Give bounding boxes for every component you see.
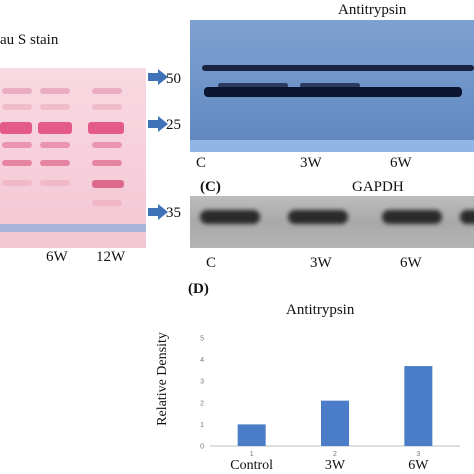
antitrypsin-lane-label-3w: 3W <box>300 155 322 171</box>
chart-y-tick-label: 4 <box>200 357 204 364</box>
ponceau-lane-label-12w: 12W <box>96 249 126 265</box>
ponceau-blot-image <box>0 68 146 248</box>
gapdh-lane-label-6w: 6W <box>400 255 422 271</box>
chart-bar-control <box>237 424 266 446</box>
antitrypsin-blot-image <box>190 20 474 152</box>
marker-label-25: 25 <box>166 117 181 133</box>
marker-arrow-35-icon <box>148 204 168 220</box>
marker-label-50: 50 <box>166 71 181 87</box>
marker-arrow-25-icon <box>148 116 168 132</box>
gapdh-blot-image <box>190 196 474 248</box>
gapdh-blot-title: GAPDH <box>352 179 404 195</box>
chart-title: Antitrypsin <box>286 302 355 318</box>
gapdh-lane-label-c: C <box>206 255 217 271</box>
chart-x-tick-number: 1 <box>250 451 254 458</box>
chart-y-tick-label: 5 <box>200 336 204 343</box>
chart-y-tick-label: 3 <box>200 379 204 386</box>
ponceau-lane-label-6w: 6W <box>46 249 68 265</box>
panel-d-letter: (D) <box>188 281 209 297</box>
marker-arrow-50-icon <box>148 69 168 85</box>
chart-y-axis-label: Relative Density <box>154 332 170 426</box>
chart-y-tick-label: 2 <box>200 400 204 407</box>
marker-label-35: 35 <box>166 205 181 221</box>
chart-y-tick-label: 1 <box>200 422 204 429</box>
chart-category-label: 6W <box>408 458 429 473</box>
antitrypsin-blot-title: Antitrypsin <box>338 2 407 18</box>
relative-density-chart: 0 1 2 3 4 5 1 2 3 <box>200 336 460 458</box>
chart-bar-3w <box>321 400 349 446</box>
chart-x-tick-number: 3 <box>416 451 420 458</box>
chart-bar-6w <box>404 366 433 446</box>
chart-category-label: 3W <box>324 458 346 473</box>
panel-c-letter: (C) <box>200 179 221 195</box>
antitrypsin-lane-label-6w: 6W <box>390 155 412 171</box>
gapdh-lane-label-3w: 3W <box>310 255 332 271</box>
ponceau-title: au S stain <box>0 32 59 48</box>
chart-y-tick-label: 0 <box>200 444 204 451</box>
antitrypsin-lane-label-c: C <box>196 155 207 171</box>
chart-category-label: Control <box>230 458 274 473</box>
chart-x-tick-number: 2 <box>333 451 337 458</box>
